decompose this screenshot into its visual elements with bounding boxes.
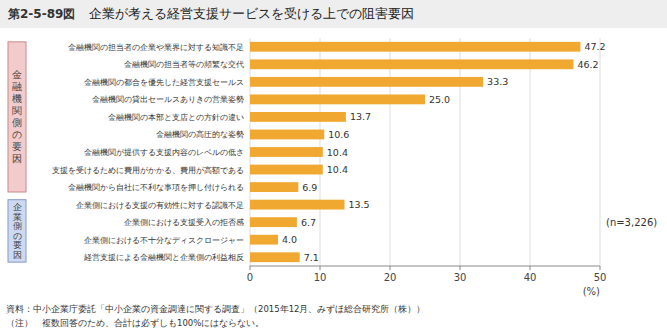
group-label-char: 金 (12, 69, 22, 80)
bar (250, 252, 300, 262)
data-label: 33.3 (487, 76, 508, 87)
bars (250, 42, 580, 262)
tick-label: 10 (314, 272, 327, 283)
tick-label: 0 (247, 272, 253, 283)
group-label-char: 要 (12, 141, 22, 152)
group-label: 企業側の要因 (13, 202, 22, 260)
bar (250, 130, 324, 140)
title: 企業が考える経営支援サービスを受ける上での阻害要因 (89, 6, 414, 21)
group-label-char: 側 (13, 221, 22, 231)
category-label: 企業側における支援の有効性に対する認識不足 (76, 201, 244, 210)
bar (250, 147, 323, 157)
grid-line (530, 38, 531, 266)
category-label: 支援を受けるために費用がかかる、費用が高額である (52, 166, 244, 175)
tick-label: 40 (524, 272, 537, 283)
data-label: 25.0 (429, 94, 450, 105)
grid (250, 38, 600, 266)
category-label: 企業側における支援受入の拒否感 (124, 218, 244, 227)
group-label: 金融機関側の要因 (12, 69, 22, 164)
background (0, 0, 667, 332)
grid-line (390, 38, 391, 266)
tick-mark (390, 266, 391, 270)
bar (250, 165, 323, 175)
data-label: 13.5 (349, 199, 370, 210)
grid-line (600, 38, 601, 266)
title-bar (0, 0, 667, 28)
grid-line (460, 38, 461, 266)
group-box (8, 42, 26, 192)
n-label: (n=3,226) (606, 217, 657, 228)
bar (250, 112, 346, 122)
bar (250, 94, 425, 104)
figure-tag: 第2-5-89図 (7, 7, 75, 21)
x-axis-line (250, 266, 600, 267)
group-label-char: 側 (12, 117, 22, 128)
data-label: 46.2 (577, 59, 598, 70)
group-label-char: の (13, 231, 22, 241)
bar (250, 200, 345, 210)
data-label: 10.4 (327, 164, 348, 175)
tick-label: 30 (454, 272, 467, 283)
data-label: 47.2 (584, 41, 605, 52)
tick-label: 50 (594, 272, 607, 283)
category-label: 金融機関の都合を優先した経営支援セールス (84, 78, 244, 87)
tick-label: 20 (384, 272, 397, 283)
category-label: 金融機関の本部と支店との方針の違い (108, 113, 244, 122)
tick-mark (530, 266, 531, 270)
data-label: 6.9 (302, 182, 317, 193)
group-label-char: 企 (13, 202, 22, 212)
bar (250, 217, 297, 227)
data-label: 13.7 (350, 111, 371, 122)
data-label: 6.7 (301, 217, 316, 228)
note: 資料：中小企業庁委託「中小企業の資金調達に関する調査」（2015年12月、みずほ… (6, 304, 425, 314)
data-label: 4.0 (282, 234, 297, 245)
category-label: 金融機関の高圧的な姿勢 (156, 130, 244, 139)
tick-mark (320, 266, 321, 270)
group-label-char: 要 (13, 240, 22, 250)
tick-mark (460, 266, 461, 270)
category-label: 金融機関の担当者の企業や業界に対する知識不足 (68, 43, 244, 52)
group-label-char: の (12, 129, 22, 140)
chart: 第2-5-89図企業が考える経営支援サービスを受ける上での阻害要因 0 10 20 30… (0, 0, 667, 332)
bar (250, 42, 580, 52)
bar (250, 77, 483, 87)
category-label: 金融機関の担当者等の頻繁な交代 (124, 60, 244, 69)
data-label: 10.6 (328, 129, 349, 140)
group-label-char: 機 (12, 93, 22, 104)
data-label: 10.4 (327, 147, 348, 158)
category-label: 金融機関から自社に不利な事項を押し付けられる (68, 183, 244, 192)
bar (250, 182, 298, 192)
group-label-char: 因 (12, 153, 22, 164)
group-label-char: 関 (12, 105, 22, 116)
category-label: 金融機関が提供する支援内容のレベルの低さ (84, 148, 244, 157)
bar (250, 59, 573, 69)
category-label: 金融機関の貸出セールスありきの営業姿勢 (92, 95, 244, 104)
group-box (8, 200, 26, 262)
tick-mark (600, 266, 601, 270)
category-label: 企業側における不十分なディスクロージャー (84, 236, 244, 245)
bar (250, 235, 278, 245)
category-label: 経営支援による金融機関と企業側の利益相反 (83, 253, 244, 262)
group-label-char: 因 (13, 250, 22, 260)
note: （注） 複数回答のため、合計は必ずしも100%にはならない。 (6, 318, 264, 328)
group-label-char: 融 (12, 81, 22, 92)
tick-mark (250, 266, 251, 270)
data-label: 7.1 (304, 252, 319, 263)
x-axis-label: (%) (583, 286, 600, 297)
group-label-char: 業 (13, 212, 22, 222)
